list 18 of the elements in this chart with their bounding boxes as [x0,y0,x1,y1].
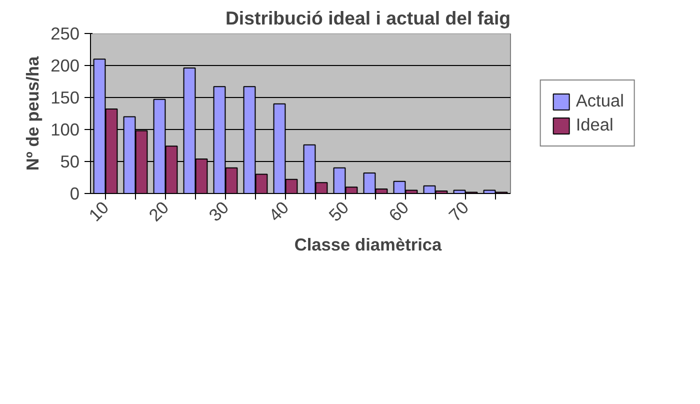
y-tick-label: 100 [50,120,80,140]
y-tick-label: 150 [50,88,80,108]
x-tick-label: 20 [144,197,173,226]
x-tick-label: 70 [444,197,473,226]
x-tick-label: 10 [84,197,113,226]
y-tick-label: 50 [60,152,80,172]
chart-title: Distribució ideal i actual del faig [225,8,511,28]
y-tick-label: 0 [70,184,80,204]
y-tick-label: 250 [50,24,80,44]
y-tick-label: 200 [50,56,80,76]
x-tick-label: 50 [324,197,353,226]
x-tick-label: 60 [384,197,413,226]
legend-label: Actual [576,90,624,112]
x-axis-title: Classe diamètrica [294,234,442,255]
y-axis-title: Nº de peus/ha [22,56,43,171]
x-tick-label: 30 [204,197,233,226]
legend-label: Ideal [576,114,614,136]
x-tick-label: 40 [264,197,293,226]
